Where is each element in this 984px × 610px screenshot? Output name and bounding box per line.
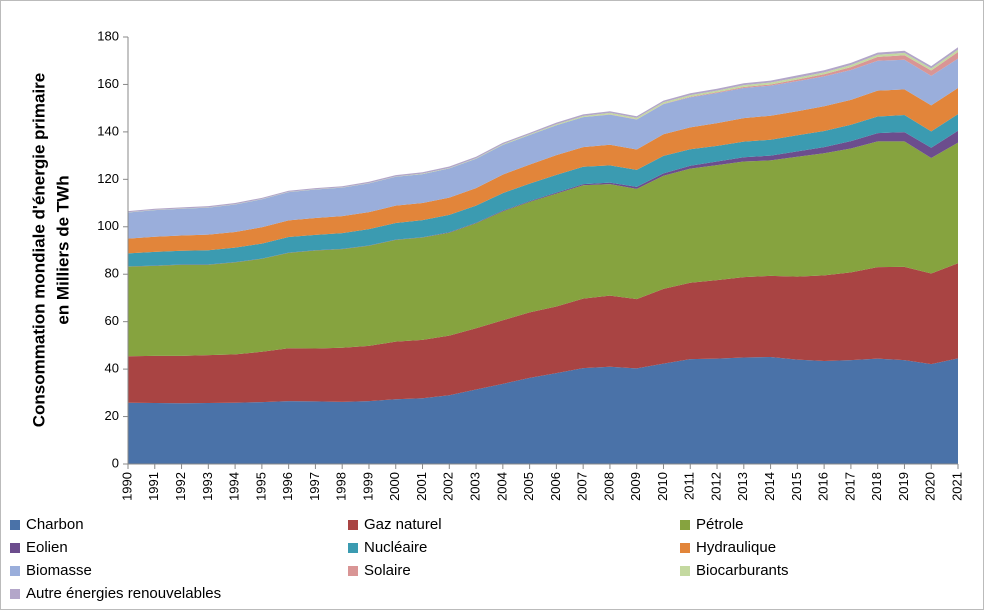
legend-label: Charbon: [26, 516, 84, 533]
x-tick-label: 2002: [441, 472, 456, 501]
x-tick-label: 1993: [200, 472, 215, 501]
legend-label: Hydraulique: [696, 539, 776, 556]
y-tick-label: 80: [105, 266, 119, 281]
x-tick-label: 2017: [842, 472, 857, 501]
x-tick-label: 2009: [628, 472, 643, 501]
legend-swatch: [680, 566, 690, 576]
x-tick-label: 2001: [414, 472, 429, 501]
legend-label: Solaire: [364, 562, 411, 579]
x-tick-label: 2005: [521, 472, 536, 501]
x-tick-label: 2016: [816, 472, 831, 501]
x-tick-label: 1994: [227, 472, 242, 501]
legend-swatch: [680, 543, 690, 553]
x-tick-label: 2015: [789, 472, 804, 501]
area: [128, 88, 958, 254]
x-tick-label: 2020: [923, 472, 938, 501]
legend-swatch: [10, 566, 20, 576]
x-tick-label: 2006: [548, 472, 563, 501]
x-tick-label: 1996: [280, 472, 295, 501]
x-tick-label: 2011: [682, 472, 697, 500]
x-tick-label: 1992: [173, 472, 188, 501]
x-tick-label: 1995: [253, 472, 268, 501]
x-tick-label: 2021: [949, 472, 964, 501]
y-tick-label: 0: [112, 455, 119, 470]
legend-swatch: [348, 543, 358, 553]
legend-label: Biocarburants: [696, 562, 789, 579]
y-tick-label: 120: [97, 171, 119, 186]
x-tick-label: 2000: [387, 472, 402, 501]
x-tick-label: 1999: [360, 472, 375, 501]
legend-label: Eolien: [26, 539, 68, 556]
legend-swatch: [10, 520, 20, 530]
x-tick-label: 2004: [494, 472, 509, 501]
legend-swatch: [348, 520, 358, 530]
x-tick-label: 2013: [735, 472, 750, 501]
y-axis-label: Consommation mondiale d'énergie primaire: [29, 73, 48, 428]
legend-label: Nucléaire: [364, 539, 427, 556]
x-tick-label: 2018: [869, 472, 884, 501]
x-tick-label: 2014: [762, 472, 777, 501]
legend-swatch: [10, 589, 20, 599]
x-tick-label: 1991: [146, 472, 161, 501]
area: [128, 357, 958, 464]
area: [128, 114, 958, 267]
legend-label: Pétrole: [696, 516, 744, 533]
area: [128, 58, 958, 239]
x-tick-label: 1997: [307, 472, 322, 501]
y-tick-label: 180: [97, 28, 119, 43]
y-tick-label: 100: [97, 218, 119, 233]
x-tick-label: 2019: [896, 472, 911, 501]
y-tick-label: 160: [97, 76, 119, 91]
x-tick-label: 2008: [601, 472, 616, 501]
y-tick-label: 20: [105, 408, 119, 423]
area: [128, 263, 958, 404]
legend-label: Autre énergies renouvelables: [26, 585, 221, 602]
legend-label: Gaz naturel: [364, 516, 442, 533]
x-tick-label: 1990: [119, 472, 134, 501]
legend-swatch: [10, 543, 20, 553]
y-tick-label: 40: [105, 361, 119, 376]
x-tick-label: 2010: [655, 472, 670, 501]
legend-label: Biomasse: [26, 562, 92, 579]
y-tick-label: 60: [105, 313, 119, 328]
x-tick-label: 1998: [334, 472, 349, 501]
legend-swatch: [680, 520, 690, 530]
x-tick-label: 2007: [575, 472, 590, 501]
y-axis-label: en Milliers de TWh: [53, 175, 72, 324]
y-tick-label: 140: [97, 123, 119, 138]
legend-swatch: [348, 566, 358, 576]
x-tick-label: 2003: [468, 472, 483, 501]
area: [128, 141, 958, 357]
x-tick-label: 2012: [708, 472, 723, 501]
